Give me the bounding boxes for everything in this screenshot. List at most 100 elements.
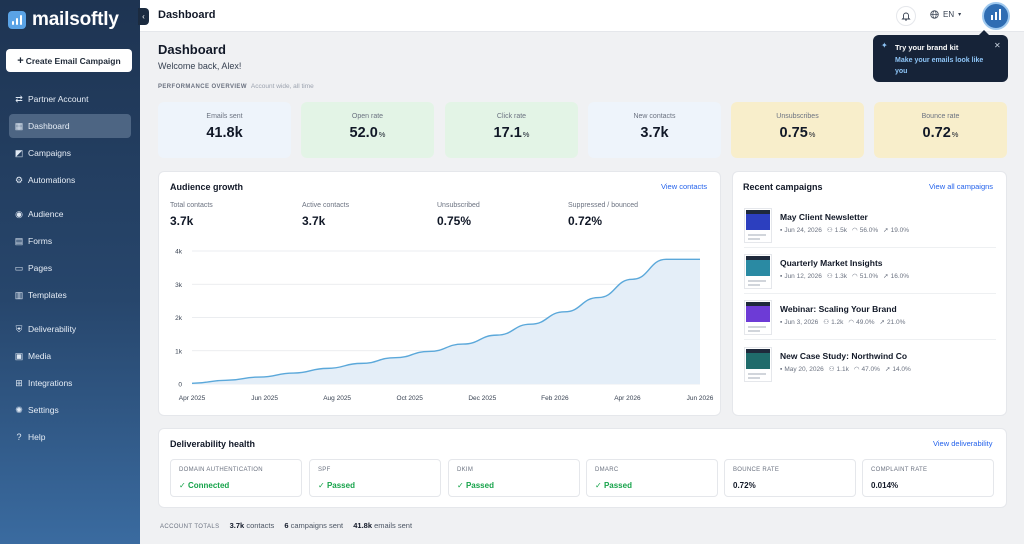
contacts-total-label: contacts: [246, 521, 275, 530]
campaign-date: Jun 3, 2026: [784, 319, 819, 326]
language-selector[interactable]: EN ▾: [930, 10, 961, 19]
sidebar-item-forms[interactable]: ▤ Forms: [9, 229, 131, 253]
automation-icon: ⚙: [14, 174, 24, 185]
x-tick-label: Feb 2026: [541, 395, 569, 402]
view-deliverability-link[interactable]: View deliverability: [933, 439, 993, 448]
view-all-campaigns-link[interactable]: View all campaigns: [929, 182, 994, 191]
deliverability-item: DMARC ✓ Passed: [586, 459, 718, 497]
sidebar-item-help[interactable]: ? Help: [9, 425, 131, 449]
emails-total: 41.8k: [353, 521, 373, 530]
thumbnail-header: [746, 349, 770, 353]
sidebar-item-label: Dashboard: [28, 121, 70, 131]
kpi-unit: %: [951, 130, 959, 139]
campaign-row[interactable]: New Case Study: Northwind Co ▪ May 20, 202…: [744, 347, 996, 393]
kpi-label: Emails sent: [206, 113, 243, 120]
deliverability-item: SPF ✓ Passed: [309, 459, 441, 497]
sidebar-item-label: Help: [28, 432, 46, 442]
chevron-down-icon: ▾: [958, 12, 962, 18]
open-icon: ◠: [852, 273, 858, 280]
close-icon[interactable]: ✕: [994, 41, 1001, 50]
shield-icon: ⛨: [15, 323, 23, 334]
campaign-row[interactable]: Webinar: Scaling Your Brand ▪ Jun 3, 2026 ⚇…: [744, 300, 996, 346]
kpi-value: 41.8k: [158, 125, 291, 141]
kpi-label: Unsubscribes: [776, 113, 819, 120]
deliverability-value-text: 0.72%: [733, 481, 756, 490]
sidebar-item-integrations[interactable]: ⊞ Integrations: [9, 371, 131, 395]
sidebar-item-settings[interactable]: ✺ Settings: [9, 398, 131, 422]
campaign-date: May 20, 2026: [784, 366, 824, 373]
notifications-button[interactable]: [896, 6, 916, 26]
check-icon: ✓: [457, 481, 466, 490]
sidebar-item-audience[interactable]: ◉ Audience: [9, 202, 131, 226]
sidebar-item-pages[interactable]: ▭ Pages: [9, 256, 131, 280]
kpi-number: 52.0: [349, 125, 378, 141]
thumbnail-banner: [746, 260, 770, 276]
campaign-name[interactable]: Webinar: Scaling Your Brand: [780, 304, 897, 314]
deliverability-value-text: Connected: [187, 481, 230, 490]
kpi-unit: %: [522, 130, 530, 139]
campaign-name[interactable]: May Client Newsletter: [780, 212, 868, 222]
kpi-label: Click rate: [496, 113, 527, 120]
y-tick-label: 4k: [175, 249, 183, 256]
x-tick-label: Apr 2026: [614, 395, 641, 402]
app-logo[interactable]: mailsoftly: [8, 9, 119, 31]
page-title: Dashboard: [158, 42, 226, 57]
collapse-sidebar-button[interactable]: ‹: [138, 8, 149, 25]
audience-stat-value: 3.7k: [302, 214, 326, 228]
template-icon: ▥: [14, 289, 24, 300]
sidebar-item-partner-account[interactable]: ⇄ Partner Account: [9, 87, 131, 111]
campaign-recipients: 1.3k: [834, 273, 848, 280]
campaign-name[interactable]: Quarterly Market Insights: [780, 258, 883, 268]
check-icon: ✓: [318, 481, 327, 490]
deliverability-label: DOMAIN AUTHENTICATION: [179, 467, 263, 473]
pages-icon: ▭: [14, 262, 24, 273]
campaign-recipients: 1.5k: [834, 227, 848, 234]
deliverability-item: BOUNCE RATE 0.72%: [724, 459, 856, 497]
kpi-card: Bounce rate 0.72%: [874, 102, 1007, 158]
series-area: [192, 259, 700, 384]
deliverability-value: 0.014%: [871, 481, 898, 490]
thumbnail-banner: [746, 306, 770, 322]
audience-stat-label: Unsubscribed: [437, 202, 480, 209]
campaign-thumbnail: [744, 208, 772, 243]
view-contacts-link[interactable]: View contacts: [661, 182, 708, 191]
account-totals: ACCOUNT TOTALS 3.7k contacts 6 campaigns…: [160, 521, 412, 530]
sidebar-item-label: Deliverability: [28, 324, 77, 334]
sidebar-item-label: Settings: [28, 405, 59, 415]
campaign-name[interactable]: New Case Study: Northwind Co: [780, 351, 908, 361]
deliverability-value-text: 0.014%: [871, 481, 899, 490]
deliverability-title: Deliverability health: [170, 439, 256, 449]
tooltip-link[interactable]: Make your emails look like you: [895, 57, 984, 75]
campaign-row[interactable]: Quarterly Market Insights ▪ Jun 12, 2026 ⚇ 1…: [744, 254, 996, 300]
sidebar-item-dashboard[interactable]: ▦ Dashboard: [9, 114, 131, 138]
campaign-row[interactable]: May Client Newsletter ▪ Jun 24, 2026 ⚇ 1.5k ◠…: [744, 208, 996, 254]
sidebar-item-campaigns[interactable]: ◩ Campaigns: [9, 141, 131, 165]
kpi-label: New contacts: [633, 113, 676, 120]
kpi-label: Open rate: [351, 113, 384, 120]
plus-icon: +: [17, 54, 24, 67]
sidebar-item-media[interactable]: ▣ Media: [9, 344, 131, 368]
campaign-thumbnail: [744, 300, 772, 335]
dashboard-icon: ▦: [14, 120, 24, 131]
kpi-card: Unsubscribes 0.75%: [731, 102, 864, 158]
gear-icon: ✺: [15, 404, 23, 415]
kpi-value: 3.7k: [588, 125, 721, 141]
sidebar-item-templates[interactable]: ▥ Templates: [9, 283, 131, 307]
sidebar-item-deliverability[interactable]: ⛨ Deliverability: [9, 317, 131, 341]
brand-kit-tooltip: ✦ Try your brand kit Make your emails lo…: [873, 30, 1008, 82]
x-tick-label: Jun 2026: [687, 395, 714, 402]
campaign-open-rate: 49.0%: [856, 319, 875, 326]
topbar-title: Dashboard: [158, 9, 216, 21]
create-email-campaign-button[interactable]: + Create Email Campaign: [6, 49, 132, 72]
click-icon: ➚: [879, 319, 885, 326]
deliverability-label: SPF: [318, 467, 331, 473]
users-icon: ⚇: [823, 319, 830, 326]
check-icon: ✓: [595, 481, 604, 490]
kpi-card: Emails sent 41.8k: [158, 102, 291, 158]
kpi-unit: %: [378, 130, 386, 139]
campaign-click-rate: 21.0%: [886, 319, 906, 326]
campaign-click-rate: 19.0%: [890, 227, 910, 234]
avatar[interactable]: [982, 2, 1010, 30]
sidebar-item-automations[interactable]: ⚙ Automations: [9, 168, 131, 192]
globe-icon: [930, 10, 939, 19]
